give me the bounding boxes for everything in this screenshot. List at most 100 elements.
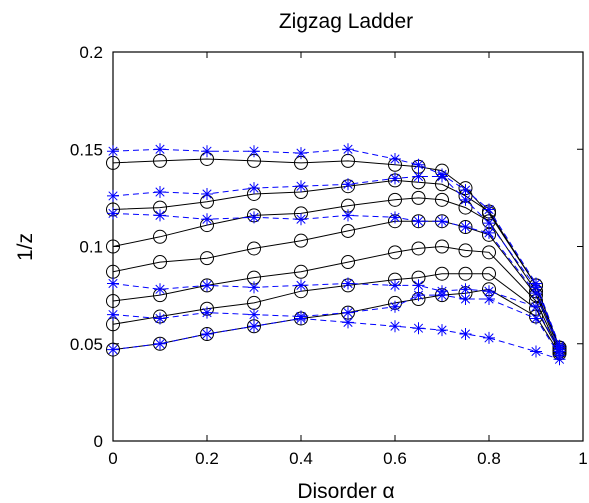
data-point-star — [201, 328, 213, 341]
data-point-star — [530, 312, 542, 325]
data-point-circle — [341, 223, 355, 238]
data-point-star — [201, 187, 213, 200]
x-tick-label: 0 — [108, 449, 117, 468]
data-point-star — [107, 277, 119, 290]
series-circle-6 — [106, 282, 567, 361]
data-point-star — [412, 158, 425, 171]
data-point-star — [483, 203, 495, 216]
data-point-circle — [411, 241, 426, 256]
data-point-star — [248, 281, 260, 294]
series-star-10 — [107, 277, 566, 358]
data-point-star — [483, 331, 495, 344]
data-point-star — [107, 343, 119, 356]
y-axis-label: 1/z — [14, 233, 37, 261]
data-point-circle — [106, 293, 120, 308]
data-point-star — [412, 170, 425, 183]
data-point-star — [530, 300, 542, 313]
data-point-star — [342, 316, 354, 329]
data-point-star — [154, 143, 166, 156]
data-point-star — [107, 207, 119, 220]
data-point-circle — [435, 192, 449, 207]
data-point-star — [483, 217, 495, 230]
data-point-circle — [153, 336, 167, 351]
data-point-star — [530, 287, 542, 300]
data-point-star — [342, 178, 354, 191]
data-point-star — [201, 279, 213, 292]
data-point-circle — [294, 233, 308, 248]
data-point-star — [436, 289, 448, 302]
data-point-circle — [388, 245, 402, 260]
series-star-11 — [107, 289, 566, 362]
data-point-star — [201, 145, 213, 158]
data-point-circle — [388, 192, 402, 207]
data-point-star — [154, 186, 166, 199]
x-axis-label: Disorder α — [297, 480, 394, 503]
series-star-7 — [107, 143, 566, 352]
data-point-circle — [153, 229, 167, 244]
data-point-star — [248, 145, 260, 158]
series-line — [112, 148, 560, 346]
data-point-circle — [435, 239, 449, 254]
series-layer — [106, 143, 567, 366]
data-point-star — [295, 213, 307, 226]
data-point-circle — [153, 255, 167, 270]
data-point-circle — [106, 239, 120, 254]
data-point-star — [154, 209, 166, 222]
y-tick-label: 0.05 — [70, 335, 103, 354]
data-point-star — [248, 211, 260, 224]
data-point-star — [412, 279, 425, 292]
x-tick-label: 0.4 — [289, 449, 313, 468]
data-point-star — [342, 306, 354, 319]
series-circle-3 — [106, 214, 567, 357]
data-point-star — [389, 172, 401, 185]
series-star-8 — [107, 170, 566, 354]
data-point-star — [389, 279, 401, 292]
data-point-star — [342, 209, 354, 222]
series-circle-0 — [106, 151, 567, 355]
series-line — [112, 176, 560, 348]
y-tick-label: 0 — [94, 432, 103, 451]
data-point-star — [459, 184, 472, 197]
series-line — [112, 294, 560, 356]
data-point-star — [412, 322, 425, 335]
data-point-circle — [200, 251, 214, 266]
data-point-star — [107, 189, 119, 202]
data-point-circle — [106, 342, 120, 357]
axis-ticks: 0 0.2 0.4 0.6 0.8 1 0 0.05 0.1 0.15 0.2 — [70, 43, 588, 468]
x-tick-label: 0.8 — [477, 449, 501, 468]
series-circle-1 — [106, 173, 567, 355]
data-point-circle — [247, 241, 261, 256]
data-point-star — [389, 300, 401, 313]
data-point-star — [459, 328, 472, 341]
chart-title: Zigzag Ladder — [279, 10, 413, 33]
series-line — [112, 197, 560, 348]
data-point-star — [248, 320, 260, 333]
y-tick-label: 0.2 — [79, 43, 103, 62]
y-tick-label: 0.15 — [70, 140, 103, 159]
data-point-star — [154, 283, 166, 296]
data-point-star — [436, 170, 448, 183]
data-point-star — [459, 193, 472, 206]
y-tick-label: 0.1 — [79, 238, 103, 257]
data-point-star — [483, 285, 495, 298]
data-point-star — [295, 180, 307, 193]
data-point-star — [154, 337, 166, 350]
series-circle-5 — [106, 266, 567, 359]
x-tick-label: 0.6 — [383, 449, 407, 468]
data-point-star — [412, 215, 425, 228]
data-point-star — [248, 308, 260, 321]
series-star-12 — [107, 312, 566, 366]
series-star-9 — [107, 207, 566, 356]
x-tick-label: 0.2 — [195, 449, 219, 468]
data-point-star — [459, 293, 472, 306]
data-point-star — [154, 312, 166, 325]
data-point-star — [389, 211, 401, 224]
data-point-circle — [458, 243, 473, 258]
data-point-star — [295, 279, 307, 292]
data-point-circle — [458, 266, 473, 281]
data-point-star — [107, 145, 119, 158]
data-point-circle — [482, 245, 496, 260]
data-point-star — [436, 324, 448, 337]
data-point-star — [553, 353, 566, 366]
